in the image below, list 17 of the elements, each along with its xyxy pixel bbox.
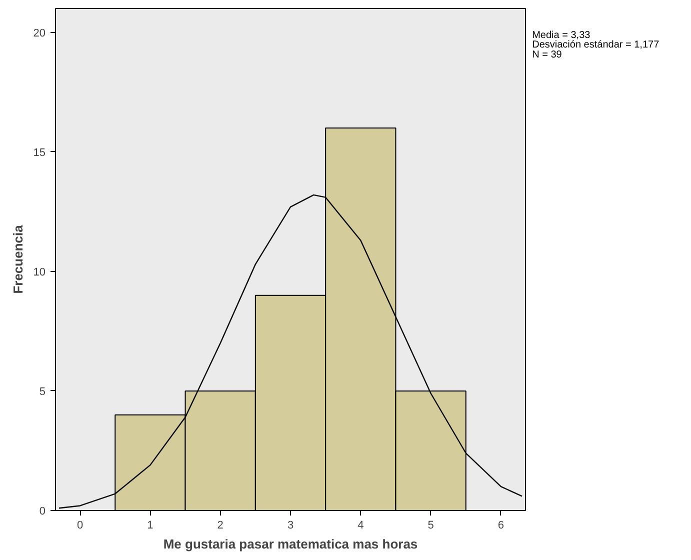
- text: N = 39: [532, 49, 562, 60]
- x-tick-label: 2: [217, 520, 224, 532]
- y-tick-label: 10: [33, 266, 46, 278]
- text: Media = 3,33: [532, 30, 591, 41]
- y-tick-label: 20: [33, 27, 46, 40]
- text: Desviación estándar = 1,177: [532, 40, 660, 51]
- x-tick-label: 5: [428, 520, 434, 532]
- x-axis-title: Me gustaria pasar matematica mas horas: [163, 536, 418, 552]
- x-tick-label: 0: [76, 520, 84, 532]
- x-tick-label: 1: [147, 520, 154, 532]
- y-axis-title: Frecuencia: [10, 224, 26, 294]
- y-tick-label: 5: [39, 386, 46, 398]
- x-tick-label: 6: [498, 520, 504, 532]
- x-tick-label: 3: [287, 520, 294, 532]
- y-tick-label: 15: [33, 146, 46, 159]
- x-tick-label: 4: [358, 520, 364, 532]
- y-tick-label: 0: [39, 506, 46, 518]
